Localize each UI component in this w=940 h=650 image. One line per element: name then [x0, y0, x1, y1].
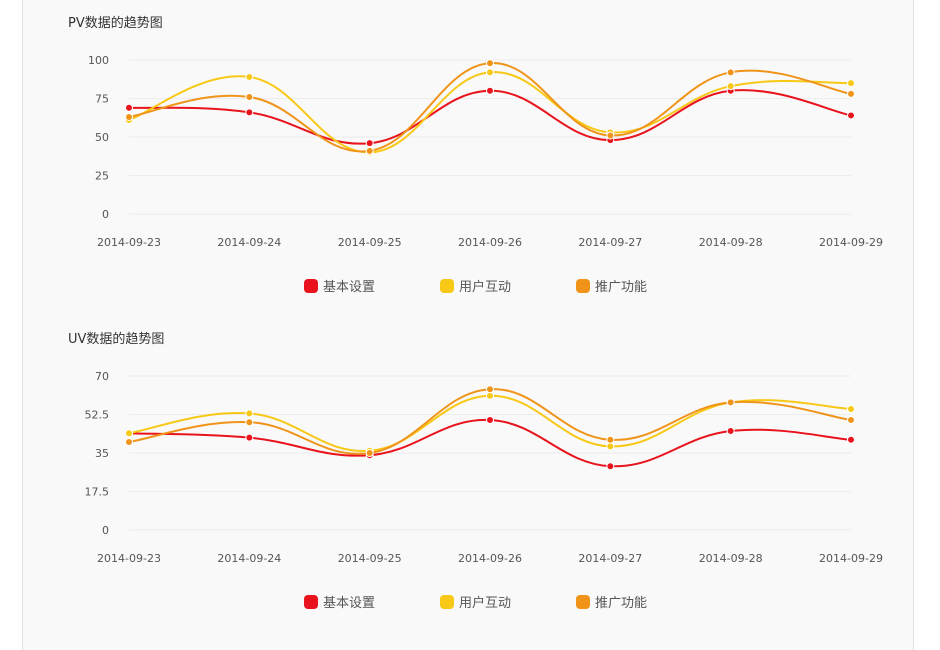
uv-chart-svg: 0 17.5 35 52.5 70 2014-09-23 2014-09-24 2014-09… [85, 370, 883, 611]
data-point[interactable] [847, 416, 855, 424]
chart-title: PV数据的趋势图 [68, 16, 163, 31]
data-point[interactable] [245, 92, 254, 101]
legend-label: 基本设置 [323, 280, 375, 295]
legend-swatch [576, 595, 590, 609]
x-tick-label: 2014-09-25 [338, 236, 402, 249]
data-point[interactable] [726, 82, 735, 91]
x-tick-label: 2014-09-28 [699, 236, 763, 249]
legend-item[interactable]: 用户互动 [440, 595, 511, 611]
pv-chart: PV数据的趋势图 0 25 50 75 100 2014-09-23 2014-09-24 2… [23, 0, 915, 320]
data-point[interactable] [726, 427, 735, 435]
y-tick-label: 50 [95, 131, 109, 144]
x-tick-label: 2014-09-27 [578, 552, 642, 565]
legend-swatch [440, 595, 454, 609]
y-tick-label: 52.5 [85, 409, 110, 422]
pv-chart-svg: 0 25 50 75 100 2014-09-23 2014-09-24 2014-09-25… [88, 54, 883, 295]
data-point[interactable] [726, 398, 735, 407]
y-tick-label: 25 [95, 170, 109, 183]
legend-item[interactable]: 用户互动 [440, 279, 511, 295]
x-tick-label: 2014-09-26 [458, 552, 522, 565]
data-point[interactable] [245, 418, 254, 427]
data-point[interactable] [245, 72, 254, 81]
data-point[interactable] [245, 409, 254, 418]
data-point[interactable] [245, 433, 254, 442]
x-tick-label: 2014-09-23 [97, 236, 161, 249]
data-point[interactable] [847, 79, 855, 88]
data-point[interactable] [486, 385, 494, 394]
data-point[interactable] [486, 86, 494, 95]
x-tick-label: 2014-09-23 [97, 552, 161, 565]
series-line [128, 71, 852, 154]
x-tick-label: 2014-09-25 [338, 552, 402, 565]
data-point[interactable] [125, 112, 133, 121]
data-point[interactable] [606, 131, 615, 140]
data-point[interactable] [606, 442, 615, 451]
data-point[interactable] [847, 89, 855, 98]
data-point[interactable] [365, 139, 374, 148]
y-tick-label: 100 [88, 54, 109, 67]
data-point[interactable] [606, 435, 615, 444]
y-tick-label: 75 [95, 93, 109, 106]
data-point[interactable] [365, 449, 374, 457]
legend-label: 推广功能 [595, 280, 647, 295]
data-point[interactable] [365, 146, 374, 155]
data-point[interactable] [245, 108, 254, 117]
x-tick-label: 2014-09-28 [699, 552, 763, 565]
legend-label: 推广功能 [595, 596, 647, 611]
data-point[interactable] [125, 103, 133, 112]
legend-swatch [304, 279, 318, 293]
data-point[interactable] [847, 111, 855, 120]
x-tick-label: 2014-09-27 [578, 236, 642, 249]
uv-chart: UV数据的趋势图 0 17.5 35 52.5 70 2014-09-23 2014-09-… [23, 316, 915, 636]
data-point[interactable] [606, 462, 615, 471]
legend-swatch [576, 279, 590, 293]
legend-swatch [440, 279, 454, 293]
legend-item[interactable]: 基本设置 [304, 279, 375, 295]
y-tick-label: 70 [95, 370, 109, 383]
data-point[interactable] [125, 438, 133, 446]
data-point[interactable] [486, 416, 494, 424]
data-point[interactable] [847, 405, 855, 413]
x-tick-label: 2014-09-24 [217, 552, 281, 565]
legend-item[interactable]: 推广功能 [576, 279, 647, 295]
legend-item[interactable]: 推广功能 [576, 595, 647, 611]
data-point[interactable] [847, 435, 855, 444]
series-line [128, 418, 852, 468]
legend-label: 用户互动 [459, 279, 511, 295]
data-point[interactable] [125, 429, 133, 438]
charts-panel: PV数据的趋势图 0 25 50 75 100 2014-09-23 2014-09-24 2… [22, 0, 914, 650]
y-tick-label: 0 [102, 208, 109, 221]
y-tick-label: 35 [95, 447, 109, 460]
data-point[interactable] [486, 68, 494, 77]
data-point[interactable] [486, 391, 494, 400]
x-tick-label: 2014-09-29 [819, 236, 883, 249]
x-tick-label: 2014-09-26 [458, 236, 522, 249]
x-tick-label: 2014-09-24 [217, 236, 281, 249]
x-tick-label: 2014-09-29 [819, 552, 883, 565]
legend-item[interactable]: 基本设置 [304, 595, 375, 611]
y-tick-label: 17.5 [85, 486, 110, 499]
y-tick-label: 0 [102, 524, 109, 537]
data-point[interactable] [486, 59, 494, 68]
legend-label: 基本设置 [323, 596, 375, 611]
chart-title: UV数据的趋势图 [68, 332, 165, 347]
legend-label: 用户互动 [459, 595, 511, 611]
legend-swatch [304, 595, 318, 609]
data-point[interactable] [726, 68, 735, 77]
